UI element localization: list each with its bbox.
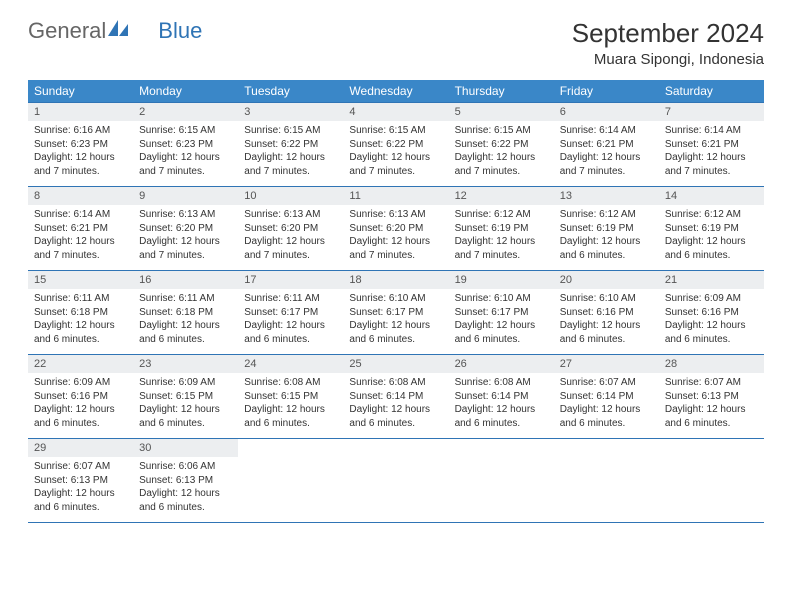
day-number: 1 [28,103,133,122]
day-detail: Sunrise: 6:11 AMSunset: 6:17 PMDaylight:… [238,289,343,355]
day-detail: Sunrise: 6:08 AMSunset: 6:15 PMDaylight:… [238,373,343,439]
day-detail: Sunrise: 6:13 AMSunset: 6:20 PMDaylight:… [343,205,448,271]
brand-part1: General [28,18,106,44]
day-number: 13 [554,187,659,206]
day-detail: Sunrise: 6:11 AMSunset: 6:18 PMDaylight:… [28,289,133,355]
day-detail: Sunrise: 6:12 AMSunset: 6:19 PMDaylight:… [554,205,659,271]
empty-cell [659,457,764,523]
empty-cell [659,439,764,458]
day-detail: Sunrise: 6:10 AMSunset: 6:16 PMDaylight:… [554,289,659,355]
title-block: September 2024 Muara Sipongi, Indonesia [572,18,764,68]
day-detail: Sunrise: 6:06 AMSunset: 6:13 PMDaylight:… [133,457,238,523]
brand-part2: Blue [158,18,202,44]
empty-cell [554,439,659,458]
empty-cell [343,439,448,458]
day-number: 15 [28,271,133,290]
empty-cell [449,439,554,458]
month-title: September 2024 [572,18,764,49]
day-number: 29 [28,439,133,458]
day-detail: Sunrise: 6:15 AMSunset: 6:22 PMDaylight:… [449,121,554,187]
day-number: 12 [449,187,554,206]
day-detail: Sunrise: 6:10 AMSunset: 6:17 PMDaylight:… [449,289,554,355]
day-detail: Sunrise: 6:09 AMSunset: 6:15 PMDaylight:… [133,373,238,439]
day-number: 9 [133,187,238,206]
header: General Blue September 2024 Muara Sipong… [28,18,764,68]
day-number: 3 [238,103,343,122]
empty-cell [343,457,448,523]
day-number: 24 [238,355,343,374]
day-number: 21 [659,271,764,290]
day-detail: Sunrise: 6:08 AMSunset: 6:14 PMDaylight:… [449,373,554,439]
day-number: 25 [343,355,448,374]
day-number: 2 [133,103,238,122]
day-detail: Sunrise: 6:12 AMSunset: 6:19 PMDaylight:… [659,205,764,271]
brand-logo: General Blue [28,18,202,44]
day-detail: Sunrise: 6:07 AMSunset: 6:13 PMDaylight:… [659,373,764,439]
day-number: 26 [449,355,554,374]
day-detail: Sunrise: 6:07 AMSunset: 6:13 PMDaylight:… [28,457,133,523]
day-detail: Sunrise: 6:15 AMSunset: 6:22 PMDaylight:… [238,121,343,187]
day-detail: Sunrise: 6:16 AMSunset: 6:23 PMDaylight:… [28,121,133,187]
day-detail: Sunrise: 6:13 AMSunset: 6:20 PMDaylight:… [133,205,238,271]
day-number: 30 [133,439,238,458]
empty-cell [449,457,554,523]
dow-header: Sunday [28,80,133,103]
day-detail: Sunrise: 6:07 AMSunset: 6:14 PMDaylight:… [554,373,659,439]
day-detail: Sunrise: 6:11 AMSunset: 6:18 PMDaylight:… [133,289,238,355]
empty-cell [554,457,659,523]
day-number: 28 [659,355,764,374]
day-detail: Sunrise: 6:14 AMSunset: 6:21 PMDaylight:… [554,121,659,187]
dow-header: Tuesday [238,80,343,103]
calendar-table: SundayMondayTuesdayWednesdayThursdayFrid… [28,80,764,523]
day-detail: Sunrise: 6:09 AMSunset: 6:16 PMDaylight:… [28,373,133,439]
day-number: 14 [659,187,764,206]
day-number: 22 [28,355,133,374]
day-number: 11 [343,187,448,206]
dow-header: Saturday [659,80,764,103]
day-number: 8 [28,187,133,206]
day-number: 5 [449,103,554,122]
day-detail: Sunrise: 6:14 AMSunset: 6:21 PMDaylight:… [659,121,764,187]
dow-header: Monday [133,80,238,103]
empty-cell [238,439,343,458]
day-number: 7 [659,103,764,122]
day-detail: Sunrise: 6:12 AMSunset: 6:19 PMDaylight:… [449,205,554,271]
dow-header: Friday [554,80,659,103]
day-number: 6 [554,103,659,122]
day-detail: Sunrise: 6:09 AMSunset: 6:16 PMDaylight:… [659,289,764,355]
day-number: 23 [133,355,238,374]
day-detail: Sunrise: 6:08 AMSunset: 6:14 PMDaylight:… [343,373,448,439]
day-detail: Sunrise: 6:13 AMSunset: 6:20 PMDaylight:… [238,205,343,271]
day-detail: Sunrise: 6:15 AMSunset: 6:22 PMDaylight:… [343,121,448,187]
dow-header: Thursday [449,80,554,103]
day-number: 19 [449,271,554,290]
day-detail: Sunrise: 6:15 AMSunset: 6:23 PMDaylight:… [133,121,238,187]
day-number: 17 [238,271,343,290]
day-number: 18 [343,271,448,290]
day-detail: Sunrise: 6:10 AMSunset: 6:17 PMDaylight:… [343,289,448,355]
day-number: 27 [554,355,659,374]
day-number: 10 [238,187,343,206]
dow-header: Wednesday [343,80,448,103]
day-number: 16 [133,271,238,290]
day-detail: Sunrise: 6:14 AMSunset: 6:21 PMDaylight:… [28,205,133,271]
location: Muara Sipongi, Indonesia [572,51,764,68]
empty-cell [238,457,343,523]
day-number: 20 [554,271,659,290]
logo-sail-icon [108,18,130,44]
day-number: 4 [343,103,448,122]
